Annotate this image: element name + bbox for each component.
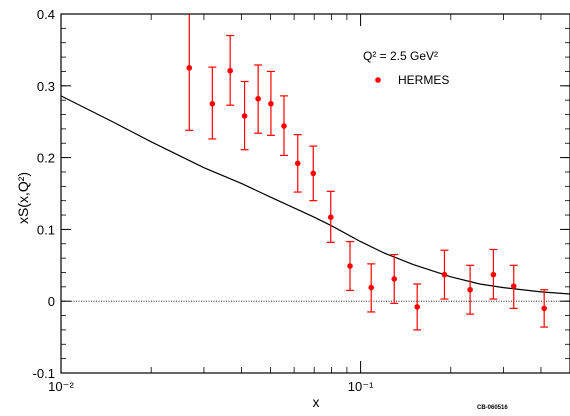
data-point [254,64,263,134]
y-axis-label: xS(x,Q²) [15,172,31,224]
data-point [266,70,275,136]
data-point [489,248,498,300]
data-marker [268,100,274,107]
theory-curve [60,95,570,295]
x-tick-label: 10⁻¹ [348,379,374,394]
data-marker [327,214,334,220]
data-marker [510,283,517,289]
data-point [185,14,194,131]
data-point [413,283,422,331]
data-marker [294,160,301,167]
data-point [440,249,449,300]
data-marker [227,67,233,74]
data-point [509,264,518,309]
y-tick-label: 0.2 [37,151,55,166]
y-tick-label: 0.1 [37,222,55,237]
data-point [390,253,399,304]
data-point [326,190,335,243]
data-point [309,145,318,202]
data-marker [209,100,216,107]
data-point [540,289,549,328]
data-point [293,134,302,193]
data-point [279,95,288,157]
y-tick-label: -0.1 [33,366,55,381]
y-tick-label: 0.3 [37,79,55,94]
data-point [226,34,235,106]
data-marker [490,271,497,278]
data-marker [281,123,287,129]
data-marker [391,276,398,282]
data-marker [414,304,420,310]
data-marker [368,284,375,291]
corner-tag: CB-060516 [477,405,508,411]
legend-label-hermes: HERMES [398,73,449,87]
y-tick-label: 0 [48,294,55,309]
data-marker [441,271,448,278]
data-marker [541,305,547,312]
data-point [367,263,376,313]
x-tick-label: 10⁻² [48,379,74,394]
plot-frame [60,13,570,374]
data-marker [347,263,353,269]
legend-marker [375,77,381,83]
data-marker [467,286,473,293]
data-point [208,66,217,140]
y-tick-label: 0.4 [37,7,55,22]
data-marker [255,95,261,102]
annotation-label: Q² = 2.5 GeV² [363,49,438,63]
data-marker [241,113,248,119]
data-point [240,80,249,151]
data-point [466,264,475,315]
data-marker [310,170,317,177]
data-marker [186,65,193,71]
x-axis-label: x [313,394,320,410]
data-point [346,241,355,292]
